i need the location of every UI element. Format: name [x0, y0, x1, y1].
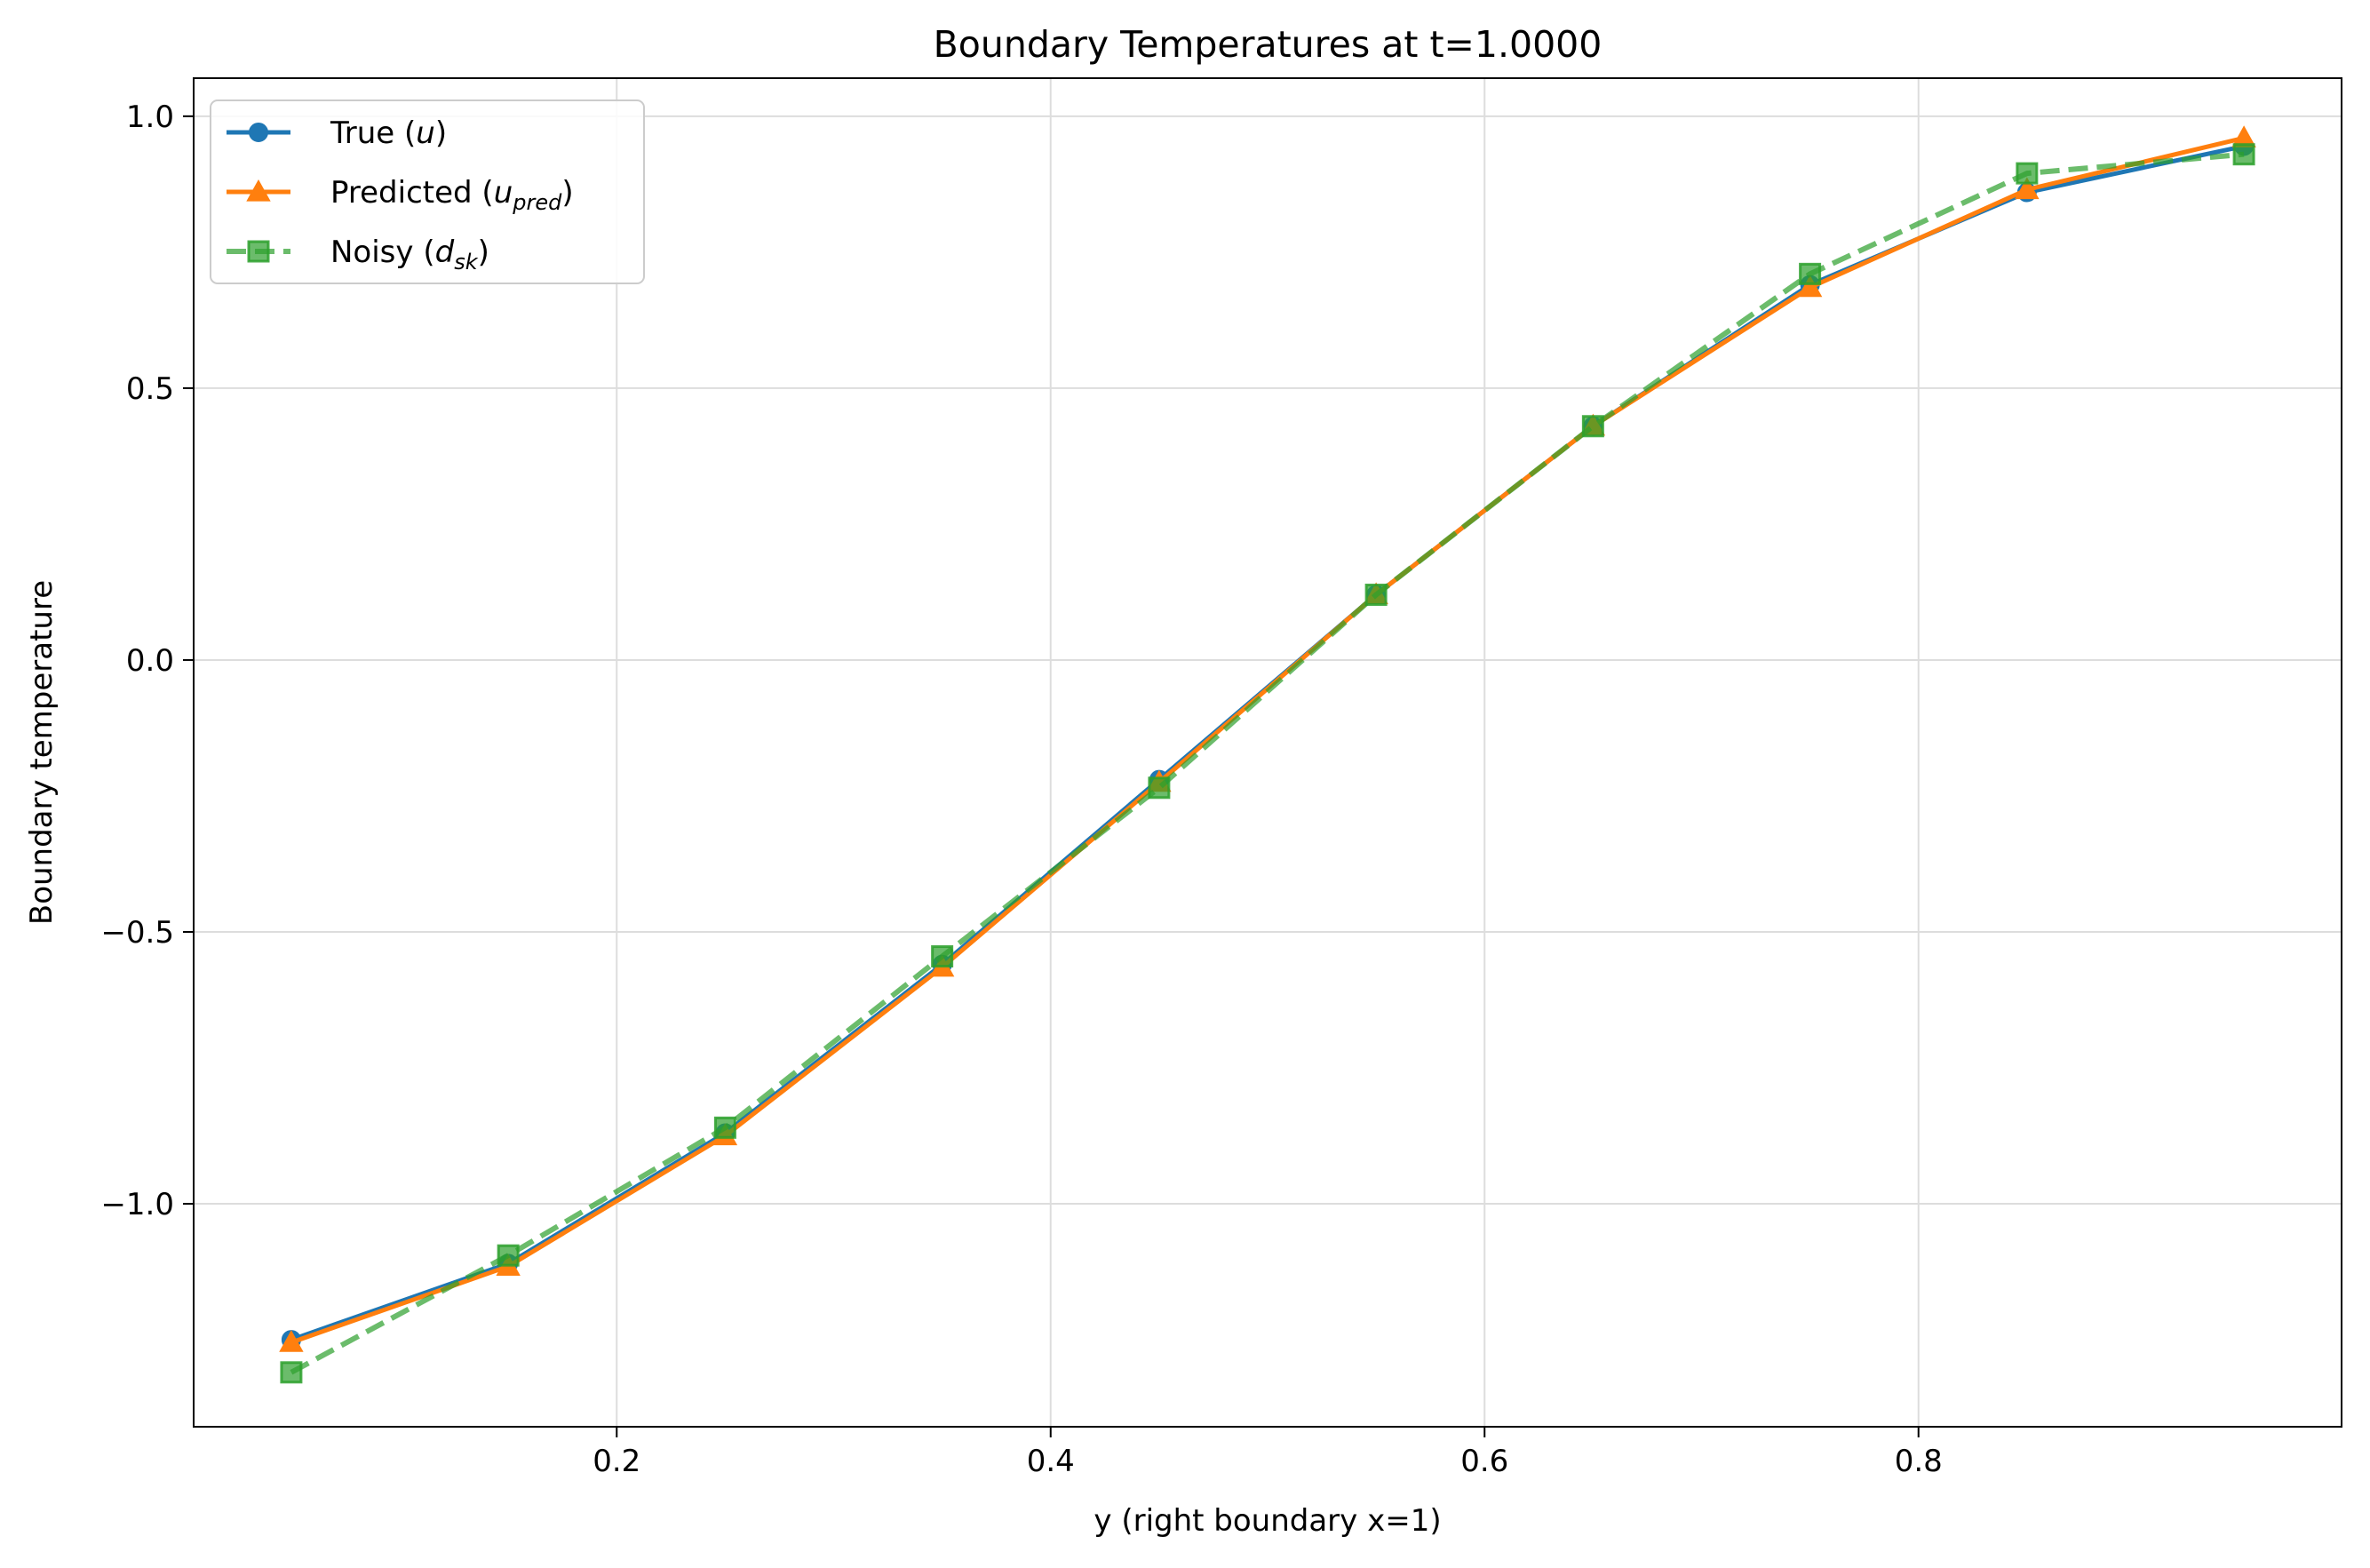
series-noisy [280, 143, 2255, 1384]
data-point-noisy [2232, 143, 2255, 166]
series-line-noisy [290, 151, 2245, 1375]
legend-marker-true [249, 123, 268, 142]
x-tick-label: 0.2 [592, 1444, 640, 1479]
data-point-predicted [279, 1330, 304, 1352]
legend: True (u) Predicted (upred) Noisy (dsk) [210, 99, 645, 284]
x-axis-label: y (right boundary x=1) [1094, 1503, 1441, 1539]
data-point-noisy [497, 1244, 520, 1267]
y-tick-label: −0.5 [100, 915, 174, 951]
data-point-noisy [280, 1361, 303, 1384]
y-tick-label: 1.0 [126, 99, 174, 135]
data-point-predicted [1797, 275, 1823, 298]
legend-item-true: True (u) [227, 115, 447, 151]
x-tick-label: 0.4 [1027, 1444, 1075, 1479]
data-point-noisy [1364, 583, 1388, 606]
y-axis-label: Boundary temperature [24, 580, 60, 925]
legend-marker-predicted [246, 179, 271, 202]
legend-label-noisy: Noisy (dsk) [330, 235, 489, 275]
legend-box [210, 99, 645, 284]
legend-item-predicted: Predicted (upred) [227, 175, 574, 215]
x-tick-label: 0.8 [1895, 1444, 1943, 1479]
data-point-noisy [713, 1116, 736, 1139]
axis-ticks: 0.2 0.4 0.6 0.8 1.0 0.5 0.0 −0.5 −1.0 [100, 99, 1942, 1479]
legend-marker-noisy [247, 240, 270, 263]
data-point-predicted [2015, 177, 2040, 200]
data-point-noisy [1148, 776, 1171, 800]
chart-title: Boundary Temperatures at t=1.0000 [934, 23, 1603, 66]
data-point-noisy [931, 945, 954, 968]
series-layer [279, 125, 2256, 1384]
y-tick-label: 0.5 [126, 371, 174, 407]
legend-label-predicted: Predicted (upred) [330, 175, 574, 215]
y-tick-label: −1.0 [100, 1187, 174, 1222]
data-point-noisy [1581, 415, 1604, 438]
y-tick-label: 0.0 [126, 643, 174, 679]
plot-frame [193, 77, 2342, 1428]
grid [194, 78, 2342, 1427]
data-point-noisy [1799, 262, 1822, 285]
x-tick-label: 0.6 [1460, 1444, 1508, 1479]
data-point-noisy [2016, 162, 2039, 185]
legend-item-noisy: Noisy (dsk) [227, 235, 489, 275]
legend-label-true: True (u) [330, 115, 447, 151]
